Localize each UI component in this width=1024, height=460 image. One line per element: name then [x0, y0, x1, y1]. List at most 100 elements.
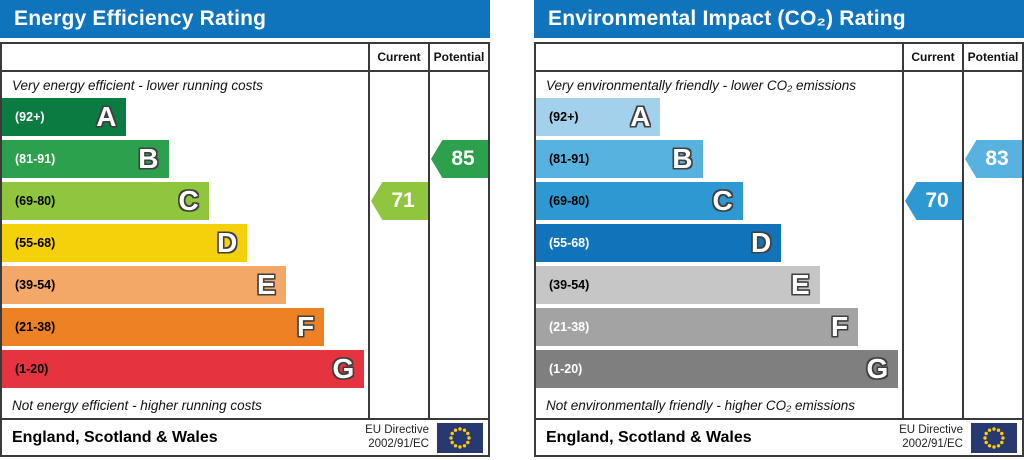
column-header-spacer: [2, 44, 368, 70]
band-range-label: (21-38): [15, 320, 56, 334]
band-range-label: (1-20): [549, 362, 583, 376]
band-range-label: (92+): [549, 110, 579, 124]
eu-flag-icon: [437, 422, 483, 453]
band-range-label: (55-68): [15, 236, 56, 250]
column-header-row: Current Potential: [2, 44, 488, 72]
table-body: Very energy efficient - lower running co…: [2, 72, 488, 418]
band-row-f: (21-38) F: [2, 308, 368, 350]
band-bar-f: (21-38) F: [536, 308, 859, 346]
rating-table: Current Potential Very environmentally f…: [534, 42, 1024, 420]
band-row-e: (39-54) E: [2, 266, 368, 308]
bottom-caption: Not environmentally friendly - higher CO…: [546, 397, 856, 413]
band-row-b: (81-91) B: [2, 140, 368, 182]
eu-directive-line1: EU Directive: [365, 423, 429, 436]
rating-table: Current Potential Very energy efficient …: [0, 42, 490, 420]
band-row-b: (81-91) B: [536, 140, 902, 182]
band-bar-f: (21-38) F: [2, 308, 325, 346]
band-range-label: (21-38): [549, 320, 590, 334]
current-rating-arrow: 71: [371, 182, 428, 220]
band-letter: B: [672, 143, 693, 174]
band-bar-d: (55-68) D: [2, 224, 248, 262]
band-letter: G: [866, 353, 889, 384]
band-bar-d: (55-68) D: [536, 224, 782, 262]
potential-rating-arrow: 85: [431, 140, 488, 178]
column-header-current: Current: [902, 44, 962, 70]
band-letter: A: [630, 101, 651, 132]
band-row-e: (39-54) E: [536, 266, 902, 308]
band-bar-e: (39-54) E: [536, 266, 820, 304]
band-bar-g: (1-20) G: [2, 350, 365, 388]
panel-title: Environmental Impact (CO₂) Rating: [534, 0, 1024, 38]
band-letter: E: [256, 269, 276, 300]
band-range-label: (69-80): [549, 194, 590, 208]
column-header-potential: Potential: [428, 44, 488, 70]
eu-directive-line2: 2002/91/EC: [368, 437, 429, 450]
band-letter: F: [296, 311, 315, 342]
band-row-f: (21-38) F: [536, 308, 902, 350]
band-bar-g: (1-20) G: [536, 350, 899, 388]
column-header-current: Current: [368, 44, 428, 70]
band-letter: D: [216, 227, 238, 258]
bottom-caption: Not energy efficient - higher running co…: [12, 397, 262, 413]
band-range-label: (81-91): [549, 152, 590, 166]
band-letter: E: [790, 269, 810, 300]
potential-column: 83: [962, 72, 1022, 418]
top-caption: Very energy efficient - lower running co…: [12, 77, 263, 93]
band-range-label: (81-91): [15, 152, 56, 166]
energy-efficiency-panel: Energy Efficiency Rating Current Potenti…: [0, 0, 490, 457]
potential-rating-arrow: 83: [965, 140, 1022, 178]
band-letter: B: [138, 143, 159, 174]
eu-directive-text: EU Directive 2002/91/EC: [365, 424, 437, 452]
band-bar-b: (81-91) B: [2, 140, 169, 178]
top-caption: Very environmentally friendly - lower CO…: [546, 77, 856, 93]
bands-list: (92+) A (81-91) B (69-80) C (55-68) D (39-54) E (2…: [2, 98, 368, 392]
band-bar-c: (69-80) C: [536, 182, 743, 220]
band-bar-c: (69-80) C: [2, 182, 209, 220]
table-body: Very environmentally friendly - lower CO…: [536, 72, 1022, 418]
band-letter: D: [750, 227, 772, 258]
band-row-c: (69-80) C: [2, 182, 368, 224]
eu-directive-line1: EU Directive: [899, 423, 963, 436]
column-header-potential: Potential: [962, 44, 1022, 70]
band-range-label: (92+): [15, 110, 45, 124]
band-letter: C: [178, 185, 199, 216]
region-label: England, Scotland & Wales: [546, 428, 752, 446]
band-row-d: (55-68) D: [536, 224, 902, 266]
column-header-row: Current Potential: [536, 44, 1022, 72]
band-range-label: (39-54): [549, 278, 590, 292]
column-header-spacer: [536, 44, 902, 70]
current-column: 71: [368, 72, 428, 418]
bands-column: Very environmentally friendly - lower CO…: [536, 72, 902, 418]
eu-directive-line2: 2002/91/EC: [902, 437, 963, 450]
band-row-d: (55-68) D: [2, 224, 368, 266]
band-range-label: (69-80): [15, 194, 56, 208]
band-range-label: (55-68): [549, 236, 590, 250]
band-row-a: (92+) A: [536, 98, 902, 140]
eu-directive-text: EU Directive 2002/91/EC: [899, 424, 971, 452]
eu-flag-icon: [971, 422, 1017, 453]
band-range-label: (1-20): [15, 362, 49, 376]
panel-footer: England, Scotland & Wales EU Directive 2…: [0, 420, 490, 457]
band-row-g: (1-20) G: [2, 350, 368, 392]
panel-footer: England, Scotland & Wales EU Directive 2…: [534, 420, 1024, 457]
band-row-g: (1-20) G: [536, 350, 902, 392]
band-row-c: (69-80) C: [536, 182, 902, 224]
band-letter: G: [332, 353, 355, 384]
band-range-label: (39-54): [15, 278, 56, 292]
current-column: 70: [902, 72, 962, 418]
band-bar-a: (92+) A: [2, 98, 127, 136]
band-letter: F: [830, 311, 849, 342]
environmental-impact-panel: Environmental Impact (CO₂) Rating Curren…: [534, 0, 1024, 457]
band-letter: C: [712, 185, 733, 216]
band-bar-b: (81-91) B: [536, 140, 703, 178]
bands-list: (92+) A (81-91) B (69-80) C (55-68) D (39-54) E (2…: [536, 98, 902, 392]
potential-column: 85: [428, 72, 488, 418]
band-bar-e: (39-54) E: [2, 266, 286, 304]
current-rating-arrow: 70: [905, 182, 962, 220]
region-label: England, Scotland & Wales: [12, 428, 218, 446]
band-bar-a: (92+) A: [536, 98, 661, 136]
bands-column: Very energy efficient - lower running co…: [2, 72, 368, 418]
band-row-a: (92+) A: [2, 98, 368, 140]
panel-title: Energy Efficiency Rating: [0, 0, 490, 38]
